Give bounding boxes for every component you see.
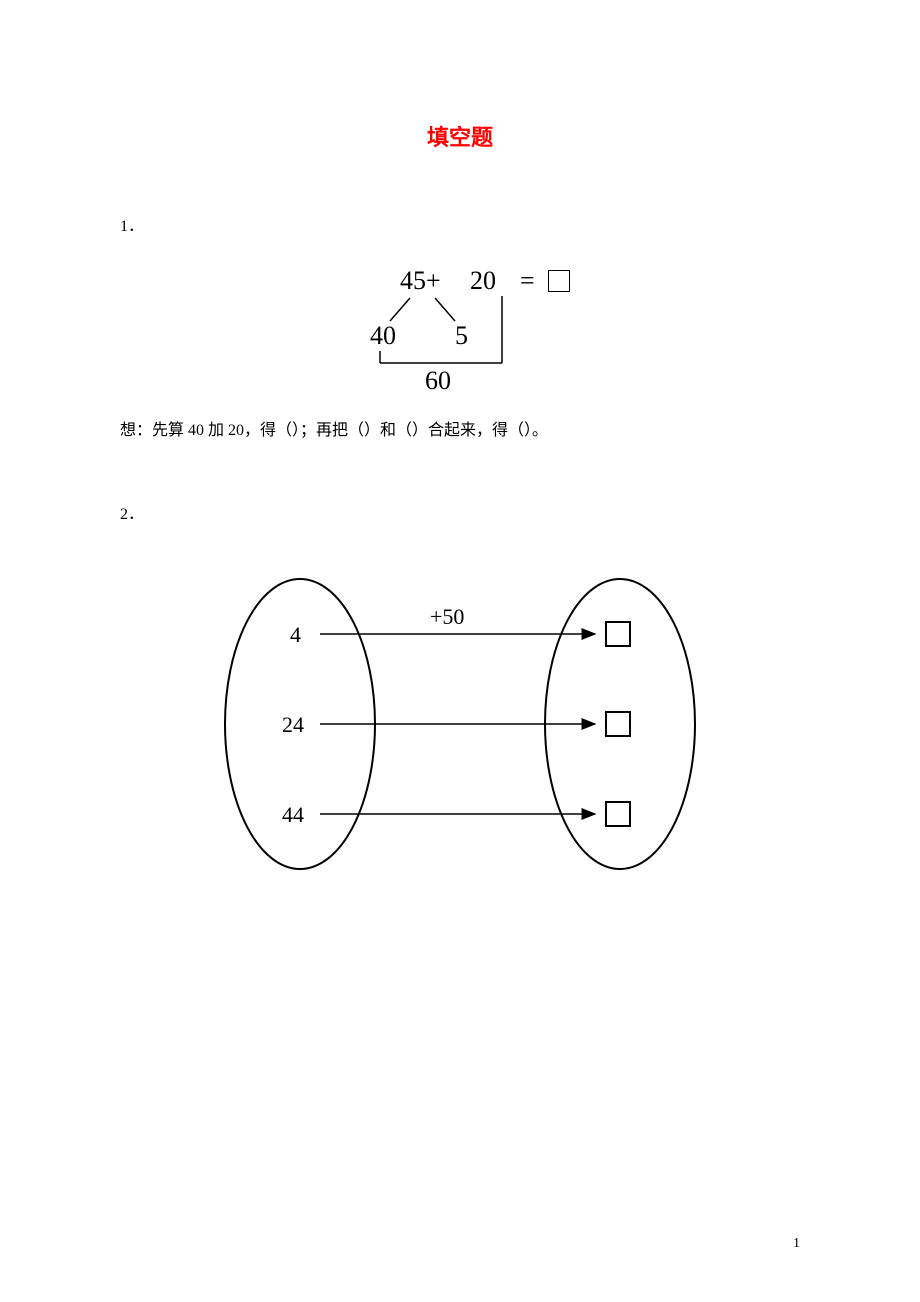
question-2-number: 2．: [120, 500, 800, 524]
q2-input-0: 4: [290, 622, 301, 648]
q2-answer-box-2[interactable]: [605, 801, 631, 827]
q1-answer-box[interactable]: [548, 270, 570, 292]
question-2-diagram: +50 4 24 44: [210, 564, 710, 884]
page-title: 填空题: [0, 0, 920, 152]
q1-bottom-value: 60: [425, 366, 451, 396]
q2-input-1: 24: [282, 712, 304, 738]
q1-equals: =: [520, 266, 535, 296]
q1-expr-left: 45+: [400, 266, 441, 296]
q1-split-left: 40: [370, 321, 396, 351]
question-1-diagram: 45+ 20 = 40 5 60: [310, 266, 610, 406]
q1-split-right: 5: [455, 321, 468, 351]
q2-input-2: 44: [282, 802, 304, 828]
q1-expr-right: 20: [470, 266, 496, 296]
q2-operation-label: +50: [430, 604, 464, 630]
q2-answer-box-0[interactable]: [605, 621, 631, 647]
page-number: 1: [793, 1236, 800, 1252]
question-1-instruction: 想：先算 40 加 20，得（）；再把（）和（）合起来，得（）。: [120, 416, 800, 440]
content-area: 1． 45+ 20 = 40 5 60 想：先算 40 加 20，得（）；再把（…: [0, 212, 920, 884]
question-1-number: 1．: [120, 212, 800, 236]
q2-answer-box-1[interactable]: [605, 711, 631, 737]
